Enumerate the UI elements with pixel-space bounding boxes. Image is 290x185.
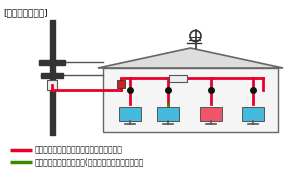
Bar — [119, 107, 141, 121]
Bar — [50, 20, 55, 135]
Text: ケーブルテレビの再送信(地上波放送）が見られます: ケーブルテレビの再送信(地上波放送）が見られます — [35, 157, 144, 166]
Text: ケーブルテレビサービスが利用可能な配線: ケーブルテレビサービスが利用可能な配線 — [35, 145, 123, 154]
Text: [ホーム接続方式]: [ホーム接続方式] — [3, 8, 48, 17]
Bar — [103, 68, 278, 132]
Bar — [157, 107, 179, 121]
Bar — [242, 107, 264, 121]
Bar — [117, 80, 125, 88]
Bar — [41, 73, 63, 78]
Bar — [47, 80, 57, 90]
Bar — [200, 107, 222, 121]
Polygon shape — [98, 48, 283, 68]
Bar — [169, 75, 187, 82]
Bar — [39, 60, 65, 65]
